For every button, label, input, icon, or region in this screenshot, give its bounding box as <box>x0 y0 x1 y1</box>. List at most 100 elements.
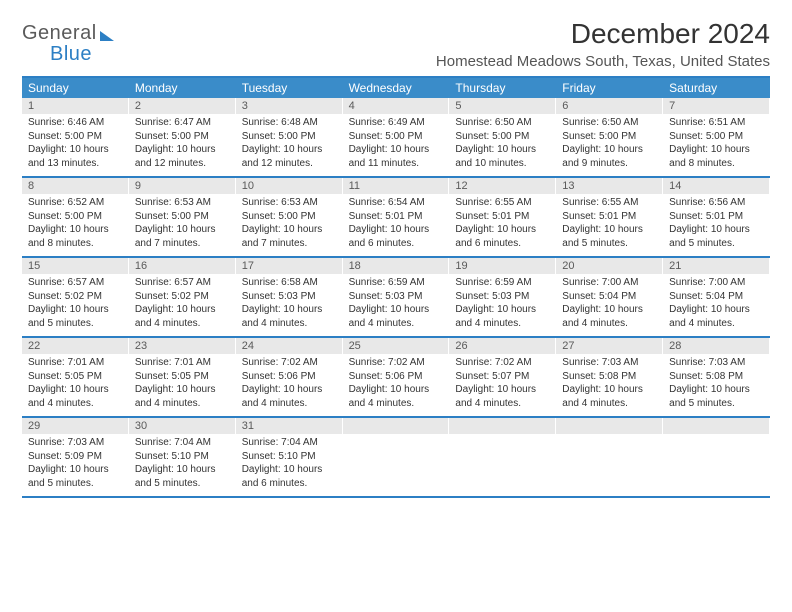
day1-text: Daylight: 10 hours <box>28 383 123 397</box>
day-number: 30 <box>129 418 236 434</box>
day-number: 27 <box>556 338 663 354</box>
sunrise-text: Sunrise: 6:49 AM <box>349 116 444 130</box>
day2-text: and 4 minutes. <box>455 317 550 331</box>
day-cell: Sunrise: 6:46 AMSunset: 5:00 PMDaylight:… <box>22 114 129 176</box>
day-cell: Sunrise: 6:57 AMSunset: 5:02 PMDaylight:… <box>129 274 236 336</box>
day-header: Tuesday <box>236 78 343 98</box>
day-number: 10 <box>236 178 343 194</box>
day-number: 28 <box>663 338 770 354</box>
sunset-text: Sunset: 5:01 PM <box>562 210 657 224</box>
week-body-row: Sunrise: 7:01 AMSunset: 5:05 PMDaylight:… <box>22 354 770 418</box>
day-cell: Sunrise: 7:01 AMSunset: 5:05 PMDaylight:… <box>129 354 236 416</box>
sunrise-text: Sunrise: 6:55 AM <box>455 196 550 210</box>
sunset-text: Sunset: 5:02 PM <box>28 290 123 304</box>
sunrise-text: Sunrise: 6:50 AM <box>562 116 657 130</box>
sunrise-text: Sunrise: 6:53 AM <box>242 196 337 210</box>
day1-text: Daylight: 10 hours <box>349 143 444 157</box>
sunset-text: Sunset: 5:03 PM <box>242 290 337 304</box>
week-body-row: Sunrise: 6:46 AMSunset: 5:00 PMDaylight:… <box>22 114 770 178</box>
sunset-text: Sunset: 5:02 PM <box>135 290 230 304</box>
sunrise-text: Sunrise: 7:02 AM <box>242 356 337 370</box>
day2-text: and 4 minutes. <box>28 397 123 411</box>
sunset-text: Sunset: 5:07 PM <box>455 370 550 384</box>
sunrise-text: Sunrise: 6:54 AM <box>349 196 444 210</box>
day2-text: and 4 minutes. <box>455 397 550 411</box>
day1-text: Daylight: 10 hours <box>242 143 337 157</box>
day2-text: and 4 minutes. <box>135 397 230 411</box>
day-number <box>449 418 556 434</box>
brand-logo: GeneralBlue <box>22 18 114 66</box>
day2-text: and 6 minutes. <box>242 477 337 491</box>
sunset-text: Sunset: 5:00 PM <box>242 210 337 224</box>
day1-text: Daylight: 10 hours <box>28 143 123 157</box>
day2-text: and 4 minutes. <box>349 317 444 331</box>
sunset-text: Sunset: 5:01 PM <box>455 210 550 224</box>
day2-text: and 4 minutes. <box>562 317 657 331</box>
day-number-row: 293031 <box>22 418 770 434</box>
sunrise-text: Sunrise: 7:01 AM <box>28 356 123 370</box>
day1-text: Daylight: 10 hours <box>349 223 444 237</box>
day1-text: Daylight: 10 hours <box>242 223 337 237</box>
day-cell: Sunrise: 6:53 AMSunset: 5:00 PMDaylight:… <box>129 194 236 256</box>
day-cell: Sunrise: 7:00 AMSunset: 5:04 PMDaylight:… <box>556 274 663 336</box>
day2-text: and 5 minutes. <box>28 317 123 331</box>
day-header-row: Sunday Monday Tuesday Wednesday Thursday… <box>22 78 770 98</box>
day2-text: and 5 minutes. <box>669 397 764 411</box>
day1-text: Daylight: 10 hours <box>135 303 230 317</box>
day2-text: and 7 minutes. <box>135 237 230 251</box>
day1-text: Daylight: 10 hours <box>455 143 550 157</box>
sunset-text: Sunset: 5:00 PM <box>28 130 123 144</box>
day2-text: and 5 minutes. <box>562 237 657 251</box>
day1-text: Daylight: 10 hours <box>669 143 764 157</box>
day-header: Monday <box>129 78 236 98</box>
day2-text: and 10 minutes. <box>455 157 550 171</box>
sunset-text: Sunset: 5:00 PM <box>135 130 230 144</box>
day-cell: Sunrise: 6:59 AMSunset: 5:03 PMDaylight:… <box>343 274 450 336</box>
day-number: 17 <box>236 258 343 274</box>
sunrise-text: Sunrise: 6:59 AM <box>349 276 444 290</box>
sunrise-text: Sunrise: 6:50 AM <box>455 116 550 130</box>
sunset-text: Sunset: 5:04 PM <box>562 290 657 304</box>
day-cell: Sunrise: 6:55 AMSunset: 5:01 PMDaylight:… <box>449 194 556 256</box>
day-cell: Sunrise: 6:47 AMSunset: 5:00 PMDaylight:… <box>129 114 236 176</box>
day-cell <box>556 434 663 496</box>
day1-text: Daylight: 10 hours <box>135 463 230 477</box>
day-cell: Sunrise: 7:03 AMSunset: 5:08 PMDaylight:… <box>663 354 770 416</box>
sunrise-text: Sunrise: 7:00 AM <box>669 276 764 290</box>
day1-text: Daylight: 10 hours <box>562 223 657 237</box>
day1-text: Daylight: 10 hours <box>242 383 337 397</box>
day1-text: Daylight: 10 hours <box>28 463 123 477</box>
day1-text: Daylight: 10 hours <box>669 303 764 317</box>
day-number: 23 <box>129 338 236 354</box>
sunset-text: Sunset: 5:06 PM <box>242 370 337 384</box>
day-cell: Sunrise: 6:54 AMSunset: 5:01 PMDaylight:… <box>343 194 450 256</box>
day-cell: Sunrise: 6:51 AMSunset: 5:00 PMDaylight:… <box>663 114 770 176</box>
sunset-text: Sunset: 5:03 PM <box>455 290 550 304</box>
week-body-row: Sunrise: 7:03 AMSunset: 5:09 PMDaylight:… <box>22 434 770 498</box>
day-number: 22 <box>22 338 129 354</box>
day-number: 1 <box>22 98 129 114</box>
day2-text: and 12 minutes. <box>135 157 230 171</box>
day2-text: and 4 minutes. <box>669 317 764 331</box>
sunrise-text: Sunrise: 6:55 AM <box>562 196 657 210</box>
day-number-row: 891011121314 <box>22 178 770 194</box>
day2-text: and 5 minutes. <box>669 237 764 251</box>
day-number: 25 <box>343 338 450 354</box>
day-number: 15 <box>22 258 129 274</box>
sunset-text: Sunset: 5:10 PM <box>242 450 337 464</box>
day-number: 19 <box>449 258 556 274</box>
day-cell: Sunrise: 6:48 AMSunset: 5:00 PMDaylight:… <box>236 114 343 176</box>
day-cell <box>663 434 770 496</box>
day-number: 29 <box>22 418 129 434</box>
day-number-row: 1234567 <box>22 98 770 114</box>
day-cell: Sunrise: 6:52 AMSunset: 5:00 PMDaylight:… <box>22 194 129 256</box>
day-number: 31 <box>236 418 343 434</box>
sunrise-text: Sunrise: 7:03 AM <box>669 356 764 370</box>
sunrise-text: Sunrise: 6:52 AM <box>28 196 123 210</box>
sunrise-text: Sunrise: 7:02 AM <box>349 356 444 370</box>
day2-text: and 8 minutes. <box>28 237 123 251</box>
day2-text: and 6 minutes. <box>455 237 550 251</box>
day2-text: and 6 minutes. <box>349 237 444 251</box>
sunrise-text: Sunrise: 6:47 AM <box>135 116 230 130</box>
sunset-text: Sunset: 5:08 PM <box>562 370 657 384</box>
